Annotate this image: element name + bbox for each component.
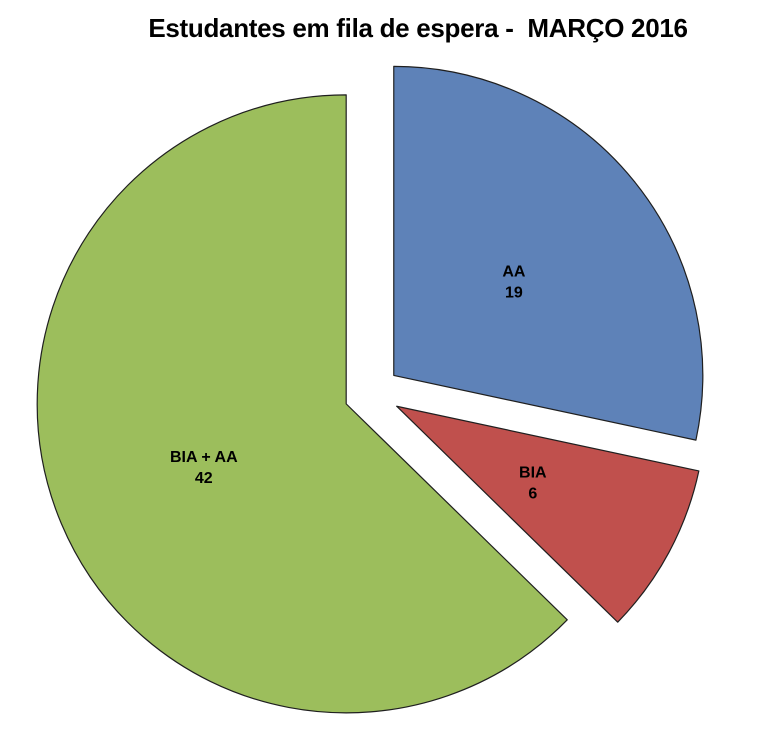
- pie-slice-bia-aa: [36, 94, 568, 714]
- pie-slice-label: BIA 6: [519, 464, 547, 502]
- pie-slice-label: BIA + AA 42: [170, 449, 238, 487]
- pie-slice-aa: [393, 65, 704, 441]
- chart-title: Estudantes em fila de espera - MARÇO 201…: [148, 13, 688, 43]
- pie-slice-bia: [396, 405, 700, 623]
- pie-slice-label: AA 19: [502, 263, 526, 301]
